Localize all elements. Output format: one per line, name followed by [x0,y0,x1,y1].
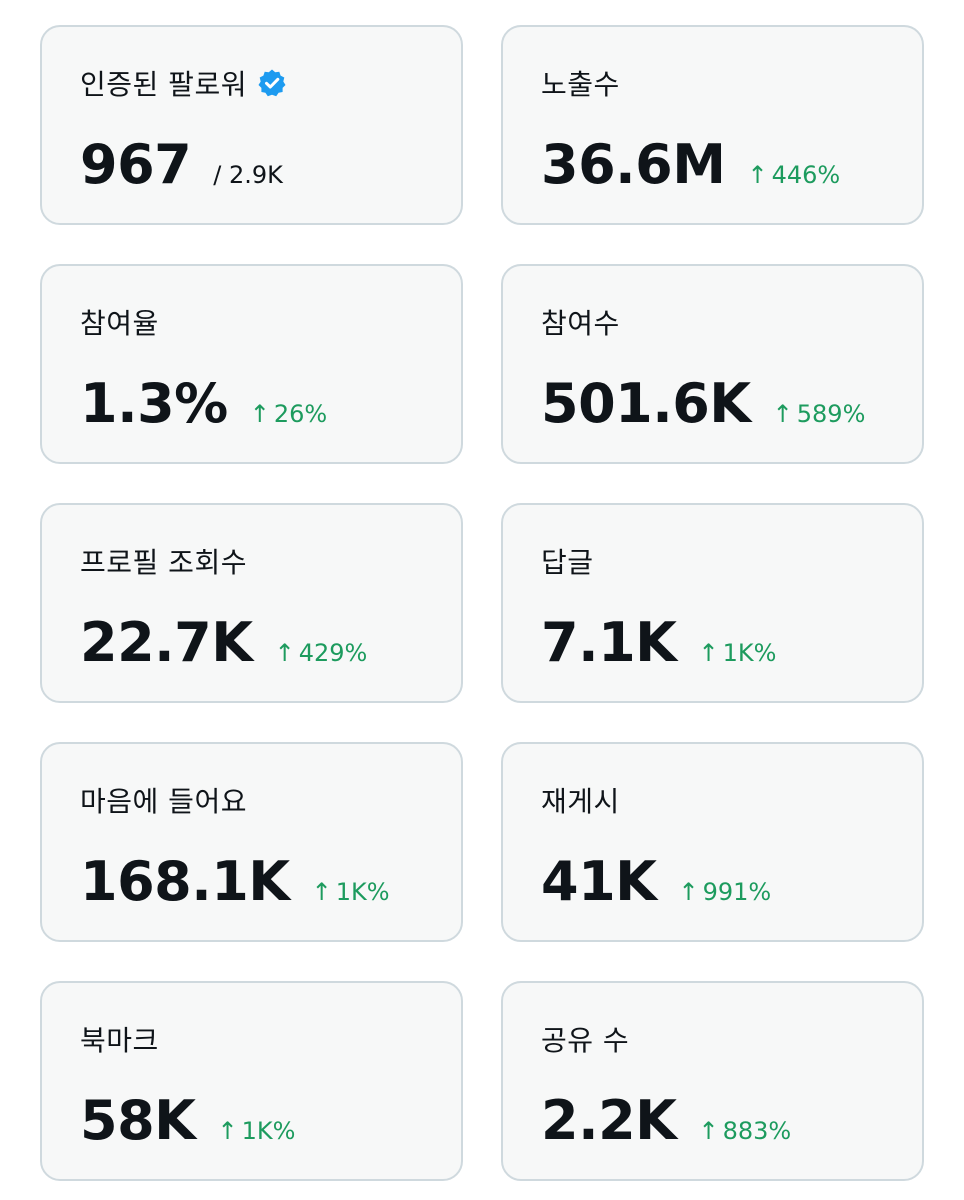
metric-value-row: 2.2K ↑ 883% [541,1091,791,1151]
arrow-up-icon: ↑ [747,161,768,189]
metric-change-value: 883% [722,1117,792,1145]
metric-value: 501.6K [541,372,751,435]
metric-label: 프로필 조회수 [80,546,247,579]
metric-label: 북마크 [80,1024,159,1057]
metric-total: / 2.9K [213,161,283,189]
metric-value: 22.7K [80,611,253,674]
metric-label: 참여율 [80,307,159,340]
arrow-up-icon: ↑ [217,1117,238,1145]
metric-card-likes[interactable]: 마음에 들어요 168.1K ↑ 1K% [40,742,463,942]
metric-label-row: 공유 수 [541,1019,629,1059]
metric-value-row: 58K ↑ 1K% [80,1091,295,1151]
metric-label: 참여수 [541,307,620,340]
arrow-up-icon: ↑ [698,1117,719,1145]
metrics-grid: 인증된 팔로워 967 / 2.9K 노출수 36.6M ↑ 446% [40,25,924,1181]
metric-value: 2.2K [541,1089,677,1152]
metric-label-row: 참여수 [541,302,620,342]
metric-change-value: 429% [298,639,368,667]
metric-value: 41K [541,850,657,913]
metric-change-value: 26% [273,400,328,428]
metric-change: ↑ 446% [747,161,840,189]
metric-change-value: 446% [771,161,841,189]
metric-change: ↑ 429% [275,639,368,667]
metric-label-row: 마음에 들어요 [80,780,247,820]
metric-value: 168.1K [80,850,290,913]
metric-label-row: 참여율 [80,302,159,342]
metric-card-shares[interactable]: 공유 수 2.2K ↑ 883% [501,981,924,1181]
arrow-up-icon: ↑ [678,878,699,906]
metric-label: 재게시 [541,785,620,818]
metric-value-row: 168.1K ↑ 1K% [80,852,390,912]
metric-value-row: 967 / 2.9K [80,135,283,195]
metric-card-impressions[interactable]: 노출수 36.6M ↑ 446% [501,25,924,225]
metric-change: ↑ 1K% [312,878,390,906]
verified-badge-icon [257,68,287,98]
metric-value: 58K [80,1089,196,1152]
arrow-up-icon: ↑ [311,878,332,906]
metric-label: 노출수 [541,68,620,101]
metric-value: 7.1K [541,611,677,674]
metric-label-row: 북마크 [80,1019,159,1059]
metric-value: 1.3% [80,372,228,435]
metric-card-engagements[interactable]: 참여수 501.6K ↑ 589% [501,264,924,464]
metric-label-row: 답글 [541,541,594,581]
metric-change-value: 1K% [335,878,390,906]
metric-label-row: 노출수 [541,63,620,103]
metric-label: 마음에 들어요 [80,785,247,818]
metric-card-replies[interactable]: 답글 7.1K ↑ 1K% [501,503,924,703]
metric-change-value: 589% [796,400,866,428]
metric-value-row: 22.7K ↑ 429% [80,613,367,673]
metric-label: 답글 [541,546,594,579]
metric-card-profile-visits[interactable]: 프로필 조회수 22.7K ↑ 429% [40,503,463,703]
arrow-up-icon: ↑ [249,400,270,428]
arrow-up-icon: ↑ [698,639,719,667]
arrow-up-icon: ↑ [772,400,793,428]
metric-card-verified-followers[interactable]: 인증된 팔로워 967 / 2.9K [40,25,463,225]
metric-value-row: 36.6M ↑ 446% [541,135,840,195]
metric-card-bookmarks[interactable]: 북마크 58K ↑ 1K% [40,981,463,1181]
metric-value-row: 1.3% ↑ 26% [80,374,327,434]
metric-card-reposts[interactable]: 재게시 41K ↑ 991% [501,742,924,942]
metric-label: 공유 수 [541,1024,630,1057]
metric-change-value: 991% [702,878,772,906]
metric-label: 인증된 팔로워 [80,68,247,101]
metric-value: 36.6M [541,133,726,196]
arrow-up-icon: ↑ [274,639,295,667]
metric-change: ↑ 991% [679,878,772,906]
metric-change: ↑ 1K% [218,1117,296,1145]
metric-change-value: 1K% [722,639,777,667]
metric-change: ↑ 883% [699,1117,792,1145]
metric-change: ↑ 589% [773,400,866,428]
metric-change-value: 1K% [241,1117,296,1145]
metric-label-row: 인증된 팔로워 [80,63,287,103]
metric-card-engagement-rate[interactable]: 참여율 1.3% ↑ 26% [40,264,463,464]
metric-label-row: 재게시 [541,780,620,820]
metric-change: ↑ 26% [250,400,327,428]
metric-value-row: 41K ↑ 991% [541,852,771,912]
metric-label-row: 프로필 조회수 [80,541,247,581]
metric-value-row: 501.6K ↑ 589% [541,374,865,434]
metric-value-row: 7.1K ↑ 1K% [541,613,776,673]
metric-value: 967 [80,133,192,196]
metric-change: ↑ 1K% [699,639,777,667]
